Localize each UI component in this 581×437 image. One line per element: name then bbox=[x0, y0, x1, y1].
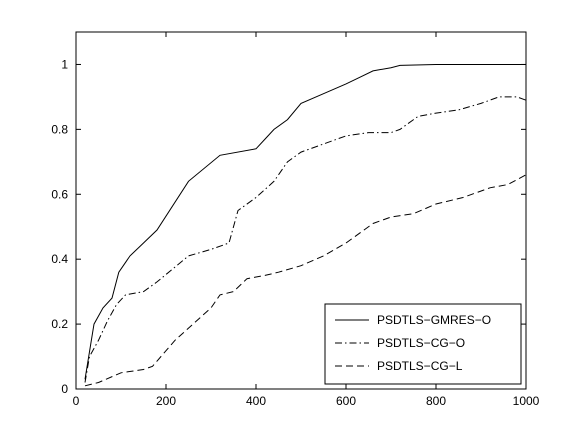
legend-box bbox=[324, 303, 522, 385]
y-tick-label: 0.6 bbox=[51, 187, 68, 201]
x-tick-label: 200 bbox=[156, 394, 176, 408]
y-tick-label: 0.2 bbox=[51, 317, 68, 331]
x-tick-label: 600 bbox=[336, 394, 356, 408]
x-tick-label: 1000 bbox=[513, 394, 540, 408]
y-tick-label: 0.4 bbox=[51, 252, 68, 266]
legend: PSDTLS−GMRES−O PSDTLS−CG−O PSDTLS−CG−L bbox=[324, 303, 522, 385]
x-axis: 0 200 400 600 800 1000 bbox=[73, 32, 540, 408]
x-tick-label: 800 bbox=[426, 394, 446, 408]
x-tick-label: 0 bbox=[73, 394, 80, 408]
plot-frame bbox=[75, 31, 527, 390]
series-layer bbox=[84, 64, 527, 387]
x-tick-label: 400 bbox=[246, 394, 266, 408]
legend-label-2: PSDTLS−CG−O bbox=[377, 336, 465, 350]
y-tick-label: 0 bbox=[61, 382, 68, 396]
y-tick-label: 0.8 bbox=[51, 122, 68, 136]
series-line-3 bbox=[84, 174, 527, 387]
legend-label-1: PSDTLS−GMRES−O bbox=[377, 313, 491, 327]
series-line-2 bbox=[84, 96, 527, 383]
y-tick-label: 1 bbox=[61, 57, 68, 71]
legend-label-3: PSDTLS−CG−L bbox=[377, 359, 463, 373]
plot-area bbox=[75, 31, 527, 390]
series-line-1 bbox=[84, 64, 526, 380]
y-axis: 0 0.2 0.4 0.6 0.8 1 bbox=[51, 57, 526, 396]
